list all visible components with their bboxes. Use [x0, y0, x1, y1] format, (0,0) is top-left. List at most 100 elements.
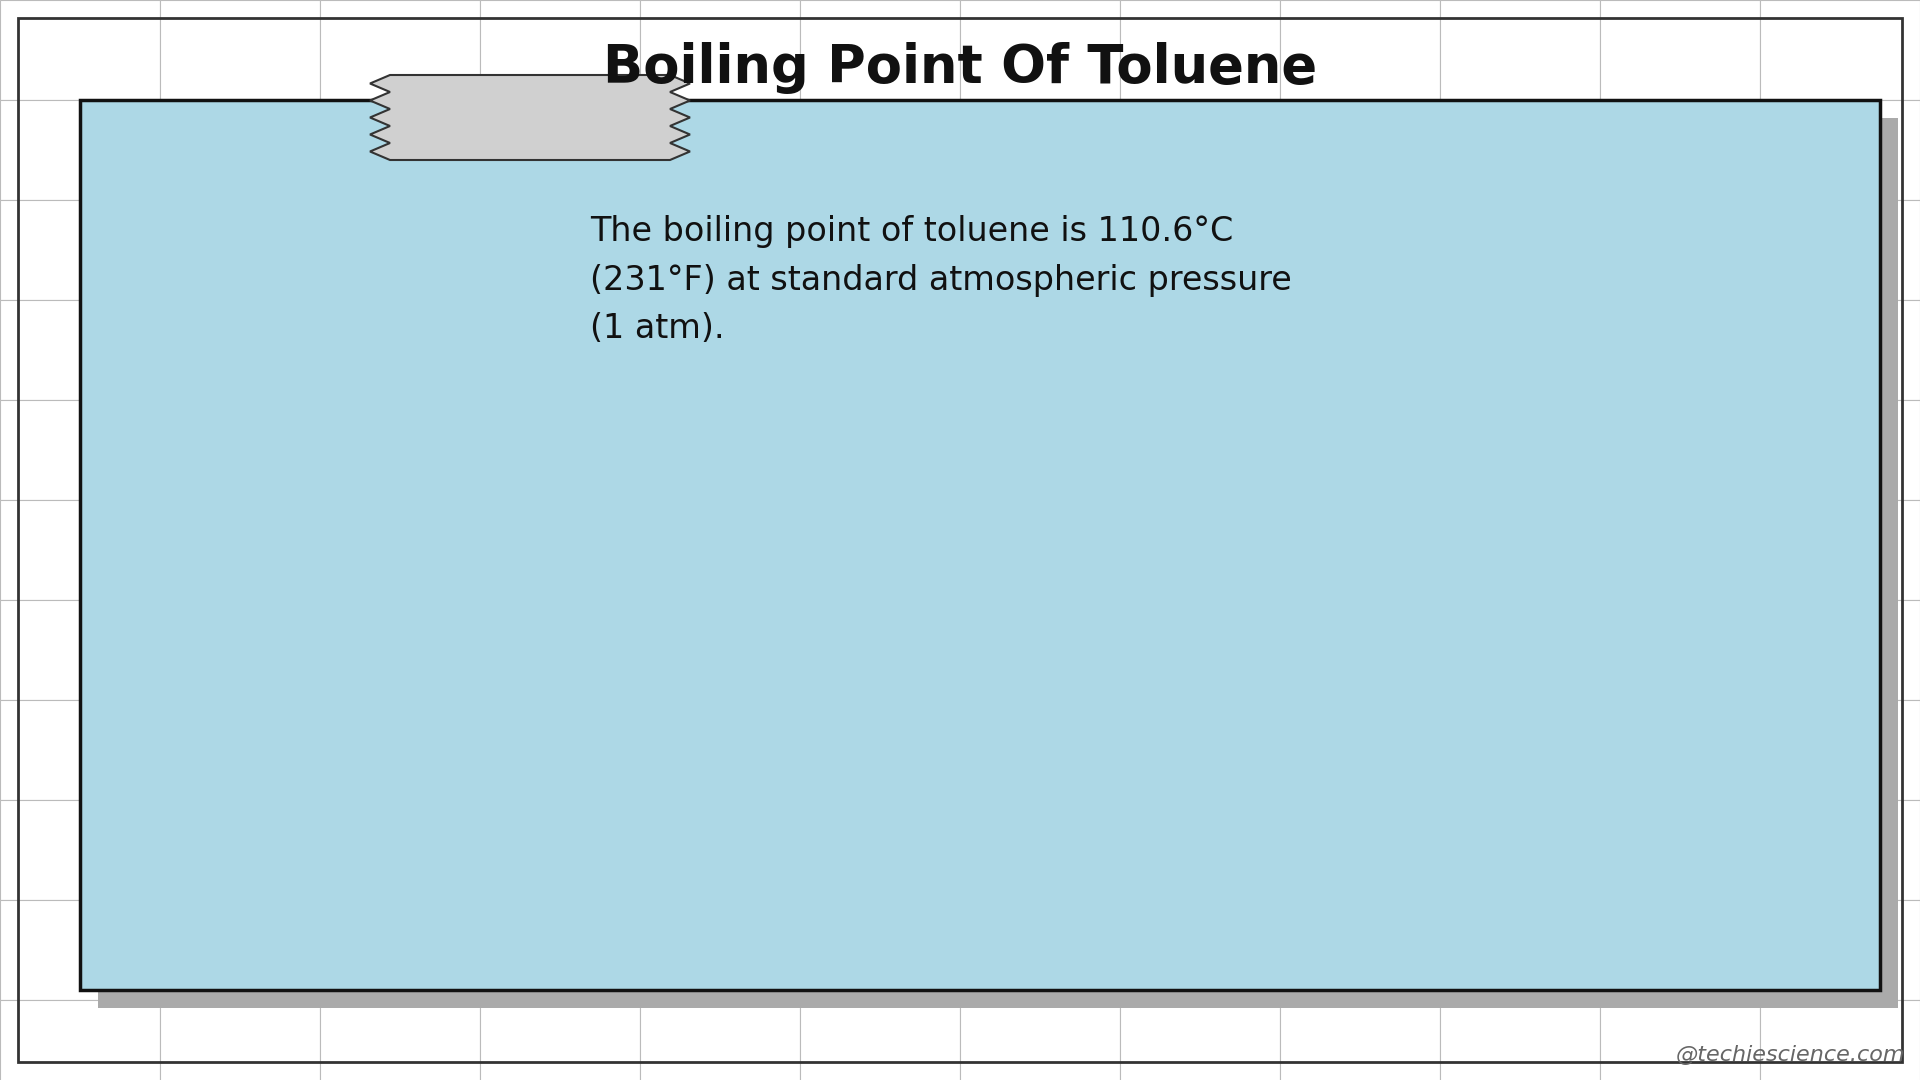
Bar — [1281, 0, 1440, 100]
Bar — [480, 1000, 639, 1080]
Bar — [480, 700, 639, 800]
Bar — [960, 100, 1119, 200]
Bar — [1440, 600, 1599, 700]
Bar — [960, 500, 1119, 600]
Bar — [639, 200, 801, 300]
Bar — [159, 100, 321, 200]
Bar — [1440, 800, 1599, 900]
Bar — [1761, 300, 1920, 400]
Bar — [1281, 300, 1440, 400]
Bar — [0, 1000, 159, 1080]
Bar — [0, 900, 159, 1000]
Bar — [480, 100, 639, 200]
Bar — [0, 500, 159, 600]
Bar — [960, 800, 1119, 900]
Bar — [321, 0, 480, 100]
Bar — [1599, 0, 1761, 100]
Bar — [321, 800, 480, 900]
Bar — [1440, 300, 1599, 400]
Bar — [1761, 600, 1920, 700]
Bar — [1119, 400, 1281, 500]
Bar — [960, 400, 1119, 500]
Text: The boiling point of toluene is 110.6°C
(231°F) at standard atmospheric pressure: The boiling point of toluene is 110.6°C … — [589, 215, 1292, 346]
Bar — [1440, 400, 1599, 500]
Bar — [960, 300, 1119, 400]
Bar — [960, 600, 1119, 700]
Bar — [1761, 0, 1920, 100]
Bar — [1281, 1000, 1440, 1080]
Bar — [1119, 600, 1281, 700]
Bar — [1281, 500, 1440, 600]
Bar — [159, 900, 321, 1000]
Bar — [321, 600, 480, 700]
Bar — [1440, 900, 1599, 1000]
Bar — [1761, 900, 1920, 1000]
Bar — [98, 118, 1899, 1008]
Bar — [1761, 500, 1920, 600]
Bar — [1281, 200, 1440, 300]
Bar — [1119, 800, 1281, 900]
Bar — [1119, 900, 1281, 1000]
Bar — [639, 400, 801, 500]
Bar — [159, 1000, 321, 1080]
Bar — [1599, 300, 1761, 400]
Bar — [801, 600, 960, 700]
Bar — [801, 500, 960, 600]
Bar — [480, 900, 639, 1000]
Bar — [1281, 800, 1440, 900]
Bar — [1119, 100, 1281, 200]
Bar — [0, 600, 159, 700]
Bar — [1761, 200, 1920, 300]
Bar — [1119, 1000, 1281, 1080]
Bar — [1119, 500, 1281, 600]
Bar — [1440, 1000, 1599, 1080]
Bar — [1119, 300, 1281, 400]
Bar — [159, 700, 321, 800]
Bar — [480, 800, 639, 900]
Bar — [1281, 400, 1440, 500]
Bar — [639, 1000, 801, 1080]
Bar — [1599, 800, 1761, 900]
Bar — [1281, 100, 1440, 200]
Bar — [801, 1000, 960, 1080]
Bar — [801, 300, 960, 400]
Bar — [1599, 200, 1761, 300]
Bar — [159, 300, 321, 400]
Bar — [1599, 700, 1761, 800]
Bar — [480, 300, 639, 400]
Bar — [159, 800, 321, 900]
Bar — [1599, 400, 1761, 500]
Bar — [960, 700, 1119, 800]
Bar — [639, 700, 801, 800]
Bar — [1119, 0, 1281, 100]
Bar — [1599, 100, 1761, 200]
Bar — [321, 1000, 480, 1080]
Bar — [801, 0, 960, 100]
Bar — [960, 1000, 1119, 1080]
Bar — [960, 0, 1119, 100]
Bar — [1281, 700, 1440, 800]
Bar — [1440, 200, 1599, 300]
Bar — [801, 100, 960, 200]
Bar — [1761, 700, 1920, 800]
Bar — [81, 100, 1880, 990]
Bar — [639, 800, 801, 900]
Bar — [321, 900, 480, 1000]
Bar — [321, 500, 480, 600]
Bar — [639, 300, 801, 400]
Bar — [1599, 900, 1761, 1000]
Bar — [1440, 700, 1599, 800]
Bar — [0, 0, 159, 100]
Bar — [1119, 200, 1281, 300]
Bar — [639, 900, 801, 1000]
Bar — [0, 100, 159, 200]
Bar — [0, 400, 159, 500]
Bar — [1761, 100, 1920, 200]
Bar — [0, 300, 159, 400]
Bar — [1761, 1000, 1920, 1080]
Bar — [159, 400, 321, 500]
Polygon shape — [371, 75, 689, 160]
Bar — [1761, 800, 1920, 900]
Bar — [0, 800, 159, 900]
Bar — [1599, 1000, 1761, 1080]
